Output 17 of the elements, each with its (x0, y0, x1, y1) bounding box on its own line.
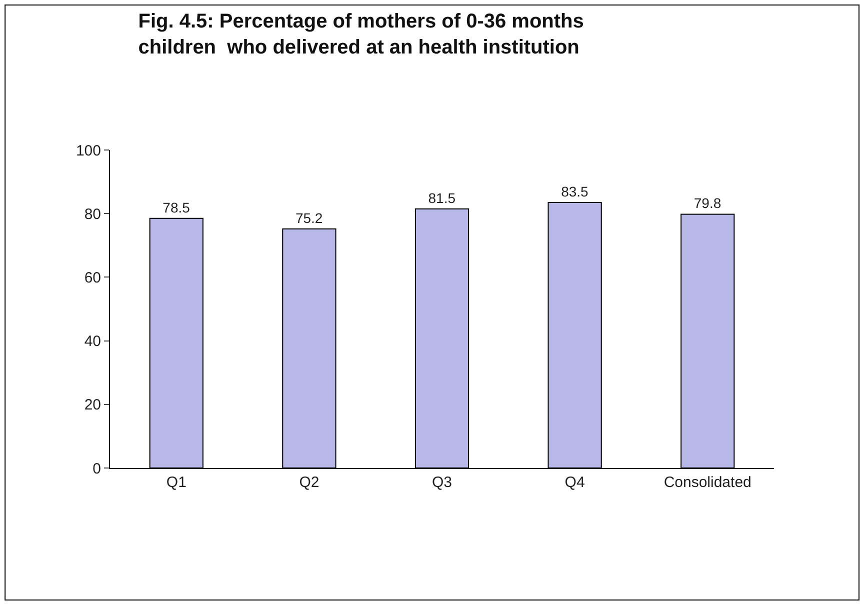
y-tick-label: 80 (84, 206, 101, 223)
data-label: 78.5 (162, 199, 190, 216)
y-tick-label: 0 (92, 460, 101, 478)
data-label: 79.8 (694, 195, 722, 212)
data-label: 81.5 (428, 190, 456, 206)
y-tick-label: 40 (84, 333, 101, 350)
data-label: 83.5 (561, 183, 589, 200)
data-label: 75.2 (295, 210, 323, 226)
x-tick-label: Q1 (166, 474, 186, 491)
y-tick-label: 20 (84, 396, 101, 414)
chart-title: Fig. 4.5: Percentage of mothers of 0-36 months children who delivered at an health institution (138, 10, 584, 58)
x-tick-label: Q3 (432, 474, 452, 491)
x-tick-label: Q2 (299, 474, 320, 491)
x-tick-label: Consolidated (664, 474, 752, 491)
y-tick-label: 60 (84, 269, 101, 286)
x-tick-label: Q4 (564, 474, 585, 491)
y-tick-label: 100 (76, 142, 101, 160)
